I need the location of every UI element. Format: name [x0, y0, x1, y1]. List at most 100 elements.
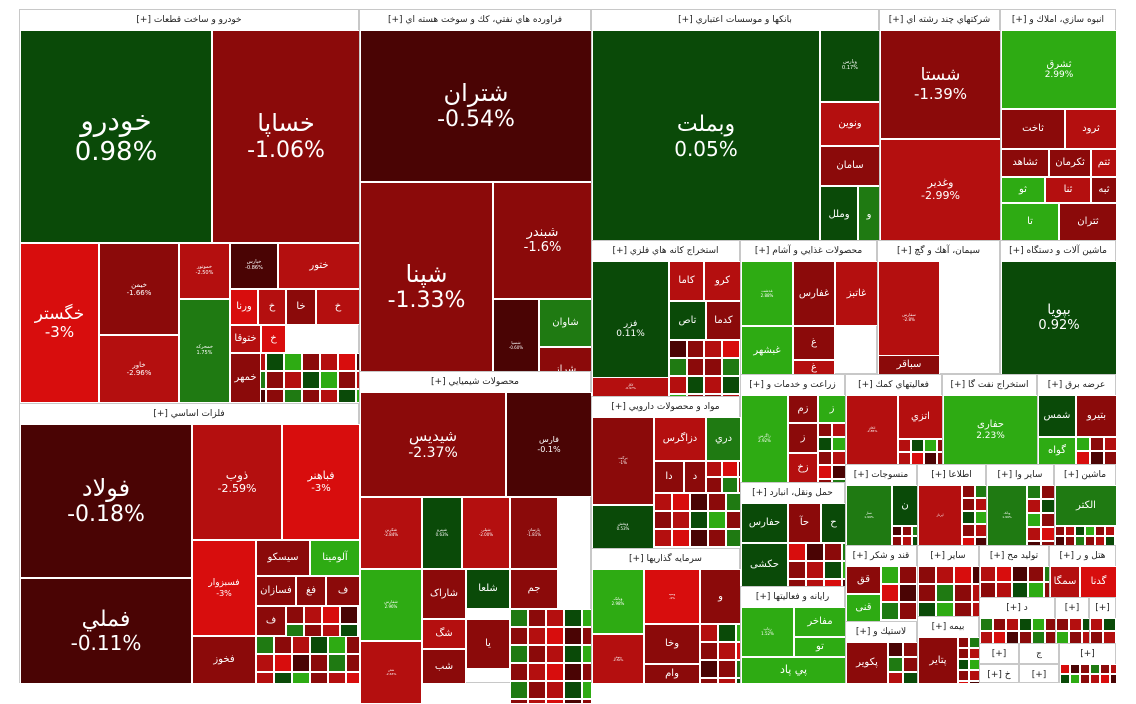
stock-tile-small[interactable]: [304, 606, 322, 624]
stock-tile[interactable]: وخا: [644, 624, 700, 664]
stock-tile-small[interactable]: [832, 423, 846, 437]
stock-tile-small[interactable]: [1110, 664, 1117, 674]
stock-tile-small[interactable]: [1095, 526, 1105, 536]
sector-header[interactable]: د [+]: [1006, 603, 1028, 613]
stock-tile[interactable]: فسبزوار -3%: [192, 540, 256, 636]
sector-header[interactable]: محصولات غذايي و آشام [+]: [754, 246, 863, 256]
stock-tile-small[interactable]: [898, 439, 911, 452]
stock-tile[interactable]: فغ: [296, 576, 326, 606]
stock-tile[interactable]: کرو: [704, 261, 741, 301]
stock-tile-small[interactable]: [274, 672, 292, 684]
stock-tile-small[interactable]: [903, 642, 918, 657]
stock-tile-small[interactable]: [1075, 526, 1085, 536]
stock-tile-small[interactable]: [899, 584, 917, 602]
stock-tile-small[interactable]: [338, 353, 356, 371]
stock-tile-small[interactable]: [1069, 618, 1082, 631]
stock-tile[interactable]: یا: [466, 619, 510, 669]
stock-tile-small[interactable]: [1090, 674, 1100, 684]
stock-tile-small[interactable]: [1027, 499, 1041, 513]
stock-tile-small[interactable]: [706, 461, 722, 477]
stock-tile-small[interactable]: [256, 672, 274, 684]
stock-tile-small[interactable]: [582, 699, 592, 704]
stock-tile-small[interactable]: [996, 566, 1012, 582]
sector-header[interactable]: بيمه [+]: [931, 622, 965, 632]
stock-tile[interactable]: شکربن -2.84%: [360, 497, 422, 569]
stock-tile-small[interactable]: [1104, 437, 1117, 451]
stock-tile-small[interactable]: [958, 659, 969, 670]
sector-header[interactable]: انبوه سازي، املاك و [+]: [1011, 15, 1105, 25]
stock-tile-small[interactable]: [510, 681, 528, 699]
stock-tile-small[interactable]: [722, 358, 740, 376]
stock-tile-small[interactable]: [1056, 618, 1069, 631]
stock-tile-small[interactable]: [1105, 526, 1115, 536]
stock-tile-small[interactable]: [358, 606, 360, 624]
stock-tile-small[interactable]: [546, 681, 564, 699]
stock-tile-small[interactable]: [708, 511, 726, 529]
sector-header[interactable]: مواد و محصولات دارويي [+]: [611, 402, 720, 412]
stock-tile-small[interactable]: [954, 566, 972, 584]
stock-tile[interactable]: شلعا: [466, 569, 510, 609]
stock-tile-small[interactable]: [718, 660, 736, 678]
stock-tile-small[interactable]: [510, 663, 528, 681]
stock-tile-small[interactable]: [980, 566, 996, 582]
stock-tile[interactable]: ثشاهد: [1001, 149, 1049, 177]
stock-tile-small[interactable]: [672, 511, 690, 529]
stock-tile-small[interactable]: [1041, 499, 1055, 513]
stock-tile[interactable]: و: [858, 186, 880, 243]
stock-tile-small[interactable]: [700, 642, 718, 660]
stock-tile-small[interactable]: [706, 477, 722, 493]
stock-tile[interactable]: ثشرق 2.99%: [1001, 30, 1117, 109]
stock-tile-small[interactable]: [881, 566, 899, 584]
stock-tile[interactable]: سباقر: [878, 355, 940, 375]
sector-header[interactable]: [+]: [1064, 603, 1080, 613]
stock-tile-small[interactable]: [832, 465, 846, 479]
stock-tile[interactable]: شستا -1.39%: [880, 30, 1001, 139]
sector-header[interactable]: سيمان، آهك و گچ [+]: [897, 246, 980, 256]
sector-header[interactable]: فلزات اساسي [+]: [153, 409, 225, 419]
stock-tile-small[interactable]: [286, 606, 304, 624]
stock-tile[interactable]: ثتران: [1059, 203, 1117, 241]
stock-tile[interactable]: شیدیس -2.37%: [360, 392, 506, 497]
stock-tile[interactable]: دزاگرس: [654, 417, 706, 461]
stock-tile[interactable]: قق: [846, 566, 881, 594]
stock-tile-small[interactable]: [687, 376, 704, 394]
stock-tile-small[interactable]: [340, 606, 358, 624]
stock-tile[interactable]: وپارس 0.17%: [820, 30, 880, 102]
stock-tile-small[interactable]: [672, 529, 690, 547]
stock-tile-small[interactable]: [528, 627, 546, 645]
stock-tile-small[interactable]: [788, 543, 806, 561]
stock-tile-small[interactable]: [320, 371, 338, 389]
stock-tile[interactable]: غ: [793, 326, 835, 360]
sector-header[interactable]: استخراج كانه هاي فلزي [+]: [612, 246, 719, 256]
stock-tile-small[interactable]: [1100, 674, 1110, 684]
stock-tile[interactable]: خ: [316, 289, 360, 325]
stock-tile[interactable]: غ: [793, 360, 835, 375]
sector-header[interactable]: استخراج نفت گا [+]: [950, 380, 1029, 390]
stock-tile[interactable]: خ: [261, 325, 286, 353]
stock-tile[interactable]: پکویر: [846, 642, 888, 684]
stock-tile[interactable]: و: [700, 569, 741, 624]
stock-tile-small[interactable]: [980, 582, 996, 598]
stock-tile-small[interactable]: [690, 493, 708, 511]
stock-tile-small[interactable]: [1012, 582, 1028, 598]
stock-tile[interactable]: تو: [794, 637, 846, 657]
stock-tile[interactable]: غدشت 2.88%: [741, 261, 793, 326]
stock-tile-small[interactable]: [564, 609, 582, 627]
sector-header[interactable]: [+]: [991, 649, 1007, 659]
stock-tile-small[interactable]: [954, 584, 972, 602]
stock-tile-small[interactable]: [936, 566, 954, 584]
sector-header[interactable]: عرضه برق [+]: [1047, 380, 1106, 390]
stock-tile[interactable]: پي پاد: [741, 657, 846, 684]
stock-tile[interactable]: فسازان: [256, 576, 296, 606]
stock-tile-small[interactable]: [687, 340, 704, 358]
stock-tile-small[interactable]: [888, 642, 903, 657]
stock-tile[interactable]: آلومينا: [310, 540, 360, 576]
stock-tile-small[interactable]: [708, 529, 726, 547]
stock-tile[interactable]: زم: [788, 395, 818, 423]
stock-tile[interactable]: جم: [510, 569, 558, 609]
sector-header[interactable]: رايانه و فعاليتها [+]: [755, 592, 830, 602]
stock-tile[interactable]: خگستر -3%: [20, 243, 99, 403]
stock-tile-small[interactable]: [936, 584, 954, 602]
stock-tile-small[interactable]: [888, 672, 903, 684]
stock-tile-small[interactable]: [996, 582, 1012, 598]
